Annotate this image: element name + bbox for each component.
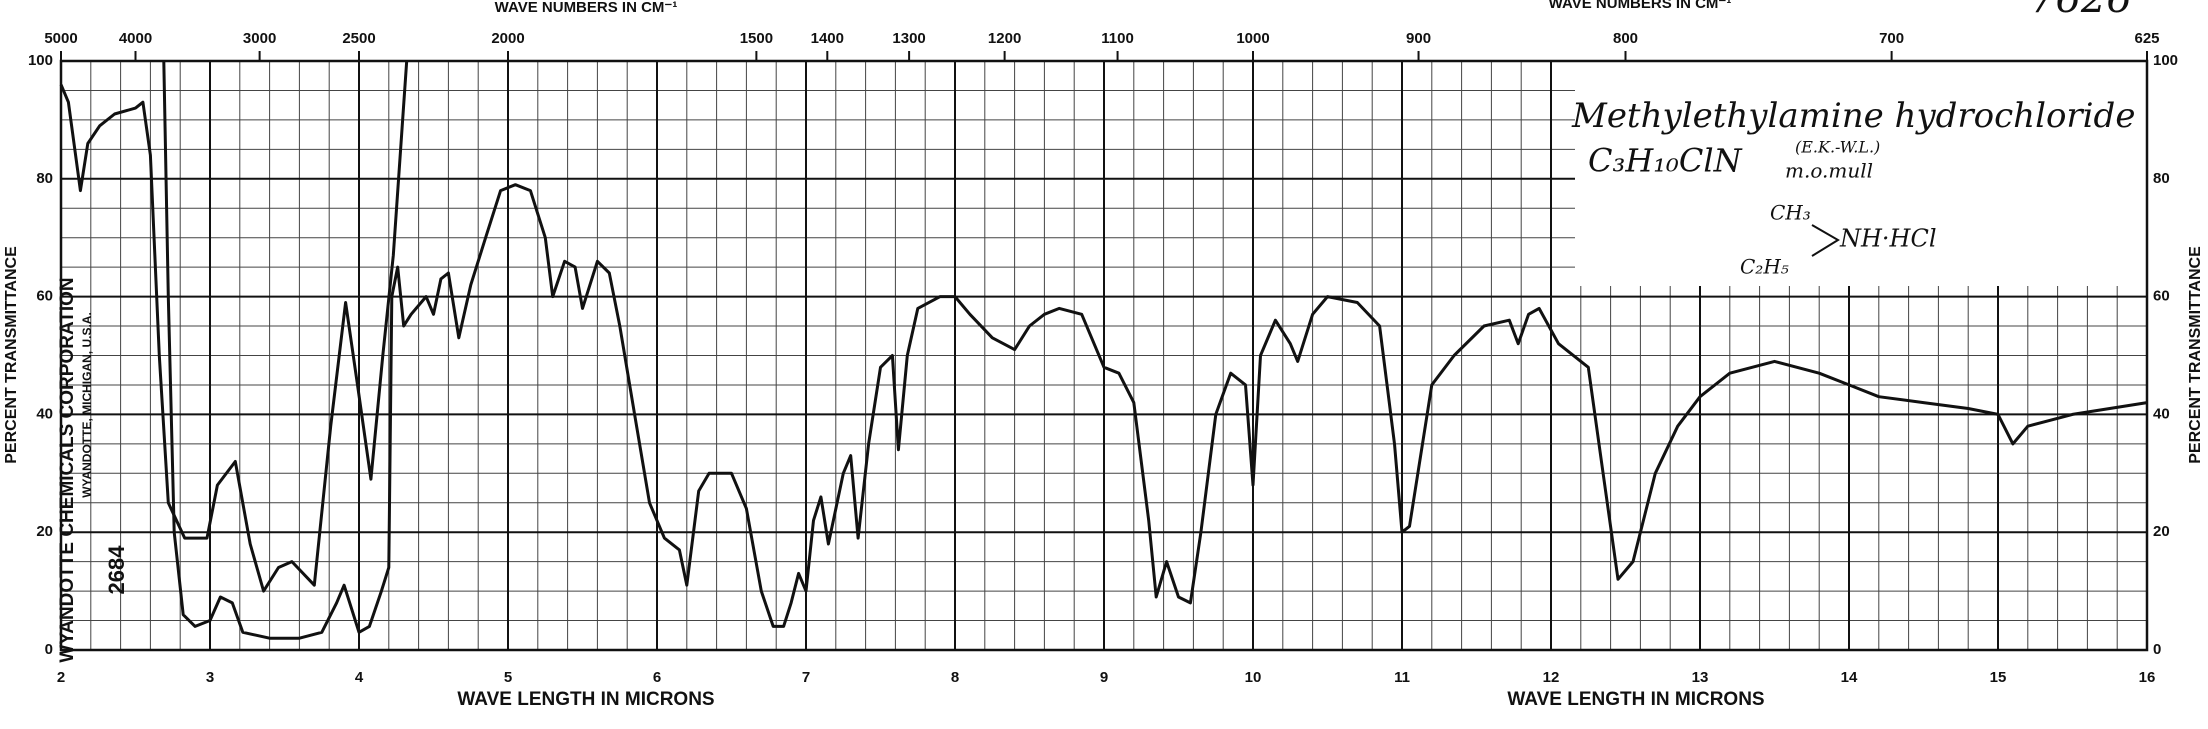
x-tick-label: 16 <box>2139 669 2156 686</box>
y-tick-label: 60 <box>2153 288 2170 305</box>
y-tick-label: 100 <box>2153 52 2178 69</box>
x-tick-label: 14 <box>1841 669 1858 686</box>
y-tick-label: 60 <box>36 288 53 305</box>
group: C₂H₅ <box>1740 255 1789 279</box>
x2-axis-label: WAVE NUMBERS IN CM⁻¹ <box>495 0 678 16</box>
bond <box>1811 224 1840 257</box>
x2-tick-label: 3000 <box>243 30 276 47</box>
plot-frame <box>59 59 2149 652</box>
spectrum-trace <box>162 60 2148 640</box>
x-axis-label: WAVE LENGTH IN MICRONS <box>457 689 714 710</box>
group: CH₃ <box>1770 201 1811 225</box>
label-card <box>1575 58 2150 286</box>
y-tick-label: 80 <box>2153 170 2170 187</box>
x-tick-label: 12 <box>1543 669 1560 686</box>
compound: Methylethylamine hydrochloride <box>1571 96 2135 136</box>
x-tick-label: 9 <box>1100 669 1108 686</box>
source: (E.K.-W.L.) <box>1795 138 1880 157</box>
y-tick-label: 100 <box>28 52 53 69</box>
x-tick-label: 11 <box>1394 669 1410 686</box>
x2-tick-label: 4000 <box>119 30 152 47</box>
spectrum-trace <box>59 60 409 593</box>
y-tick-label: 80 <box>36 170 53 187</box>
y-tick-label: 0 <box>2153 641 2161 658</box>
x-tick-label: 7 <box>802 669 810 686</box>
y-axis-label: PERCENT TRANSMITTANCE <box>3 246 20 464</box>
x2-tick-label: 1000 <box>1236 30 1269 47</box>
medium: m.o.mull <box>1785 159 1873 183</box>
x2-tick-label: 1300 <box>892 30 925 47</box>
x-tick-label: 10 <box>1245 669 1262 686</box>
x2-tick-label: 1400 <box>811 30 844 47</box>
x2-tick-label: 700 <box>1879 30 1904 47</box>
y-tick-label: 0 <box>45 641 53 658</box>
company: WYANDOTTE CHEMICALS CORPORATION <box>57 277 78 662</box>
x2-tick-label: 900 <box>1406 30 1431 47</box>
formula: C₃H₁₀ClN <box>1588 142 1743 180</box>
y-axis-label: PERCENT TRANSMITTANCE <box>2187 246 2204 464</box>
x-tick-label: 5 <box>504 669 512 686</box>
x-tick-label: 2 <box>57 669 65 686</box>
spectrum-number: 7626 <box>2030 0 2132 22</box>
group: NH·HCl <box>1839 225 1937 253</box>
y-tick-label: 40 <box>36 405 53 422</box>
x2-tick-label: 2500 <box>342 30 375 47</box>
x2-tick-label: 2000 <box>491 30 524 47</box>
x2-tick-label: 1100 <box>1101 30 1134 47</box>
location: WYANDOTTE, MICHIGAN, U.S.A. <box>80 312 94 498</box>
x2-tick-label: 5000 <box>44 30 77 47</box>
x-tick-label: 8 <box>951 669 959 686</box>
x2-tick-label: 1200 <box>988 30 1021 47</box>
serial: 2684 <box>104 545 129 595</box>
x2-tick-label: 800 <box>1613 30 1638 47</box>
y-tick-label: 40 <box>2153 405 2170 422</box>
y-tick-label: 20 <box>36 523 53 540</box>
x-tick-label: 15 <box>1990 669 2007 686</box>
x-tick-label: 3 <box>206 669 214 686</box>
x-axis-label: WAVE LENGTH IN MICRONS <box>1507 689 1764 710</box>
x2-tick-label: 625 <box>2134 30 2159 47</box>
x-tick-label: 4 <box>355 669 364 686</box>
x-tick-label: 13 <box>1692 669 1709 686</box>
y-tick-label: 20 <box>2153 523 2170 540</box>
x2-axis-label: WAVE NUMBERS IN CM⁻¹ <box>1549 0 1732 12</box>
x-tick-label: 6 <box>653 669 661 686</box>
x2-tick-label: 1500 <box>740 30 773 47</box>
traces <box>59 60 2148 640</box>
